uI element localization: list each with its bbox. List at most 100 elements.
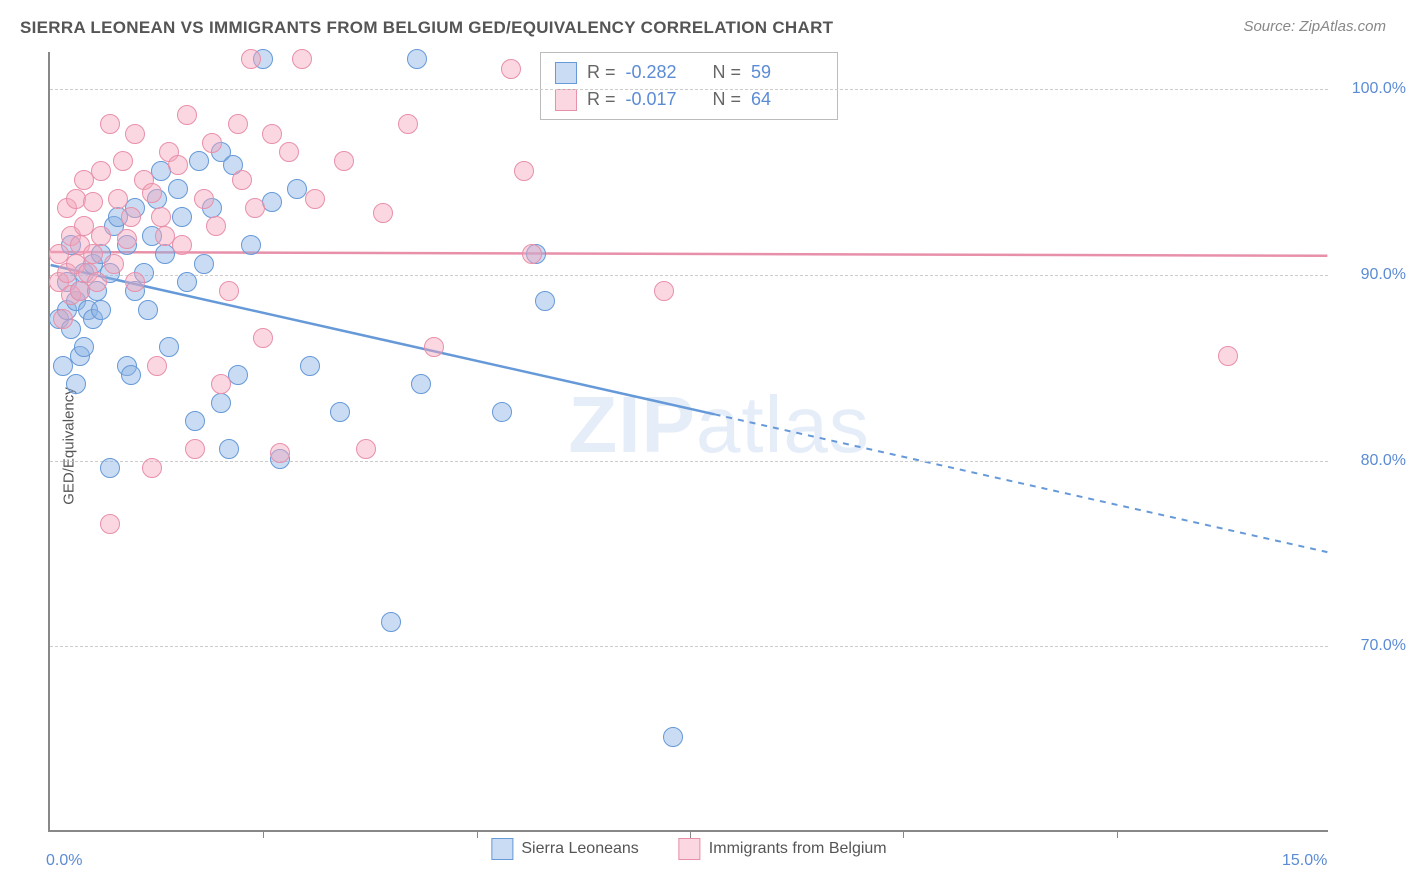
scatter-point [113, 151, 133, 171]
scatter-point [53, 309, 73, 329]
scatter-point [330, 402, 350, 422]
legend-swatch [555, 62, 577, 84]
scatter-point [492, 402, 512, 422]
scatter-point [228, 114, 248, 134]
scatter-point [91, 161, 111, 181]
scatter-point [253, 328, 273, 348]
scatter-point [121, 365, 141, 385]
scatter-point [91, 226, 111, 246]
legend-swatch [679, 838, 701, 860]
legend-label: Immigrants from Belgium [709, 840, 887, 858]
scatter-point [168, 179, 188, 199]
stats-legend: R = -0.282 N = 59R = -0.017 N = 64 [540, 52, 838, 120]
scatter-point [373, 203, 393, 223]
watermark-rest: atlas [696, 380, 870, 469]
bottom-legend-item: Immigrants from Belgium [679, 838, 887, 860]
scatter-point [147, 356, 167, 376]
scatter-point [1218, 346, 1238, 366]
scatter-point [185, 411, 205, 431]
scatter-point [151, 207, 171, 227]
ytick-label: 100.0% [1336, 80, 1406, 98]
scatter-point [168, 155, 188, 175]
scatter-point [177, 105, 197, 125]
hgrid-line [50, 275, 1328, 276]
xtick-mark [690, 830, 691, 838]
bottom-legend-item: Sierra Leoneans [491, 838, 638, 860]
scatter-point [194, 189, 214, 209]
ytick-label: 80.0% [1336, 452, 1406, 470]
stat-n-label: N = [708, 59, 742, 86]
scatter-point [522, 244, 542, 264]
scatter-point [663, 727, 683, 747]
legend-label: Sierra Leoneans [521, 840, 638, 858]
scatter-point [535, 291, 555, 311]
stat-r-value: -0.282 [626, 59, 698, 86]
hgrid-line [50, 646, 1328, 647]
xtick-mark [1117, 830, 1118, 838]
trend-line-solid [51, 265, 715, 414]
scatter-point [245, 198, 265, 218]
scatter-point [83, 244, 103, 264]
scatter-point [292, 49, 312, 69]
ytick-label: 70.0% [1336, 637, 1406, 655]
scatter-point [100, 514, 120, 534]
scatter-point [100, 458, 120, 478]
scatter-point [138, 300, 158, 320]
scatter-point [219, 281, 239, 301]
xtick-label: 15.0% [1282, 852, 1327, 870]
scatter-point [202, 133, 222, 153]
ytick-label: 90.0% [1336, 266, 1406, 284]
scatter-point [117, 229, 137, 249]
xtick-mark [477, 830, 478, 838]
scatter-point [501, 59, 521, 79]
scatter-point [356, 439, 376, 459]
scatter-point [305, 189, 325, 209]
scatter-point [241, 235, 261, 255]
legend-swatch [491, 838, 513, 860]
legend-swatch [555, 89, 577, 111]
scatter-point [232, 170, 252, 190]
trend-line-dashed [715, 414, 1328, 552]
scatter-point [194, 254, 214, 274]
hgrid-line [50, 89, 1328, 90]
scatter-point [104, 254, 124, 274]
watermark: ZIPatlas [568, 379, 869, 471]
scatter-point [211, 393, 231, 413]
scatter-point [159, 337, 179, 357]
scatter-point [241, 49, 261, 69]
scatter-point [172, 207, 192, 227]
scatter-point [262, 192, 282, 212]
scatter-point [206, 216, 226, 236]
xtick-mark [263, 830, 264, 838]
scatter-point [185, 439, 205, 459]
scatter-point [74, 337, 94, 357]
scatter-point [100, 114, 120, 134]
scatter-point [279, 142, 299, 162]
chart-title: SIERRA LEONEAN VS IMMIGRANTS FROM BELGIU… [20, 18, 833, 38]
xtick-mark [903, 830, 904, 838]
scatter-point [262, 124, 282, 144]
scatter-point [411, 374, 431, 394]
scatter-point [228, 365, 248, 385]
hgrid-line [50, 461, 1328, 462]
scatter-point [66, 374, 86, 394]
scatter-point [108, 189, 128, 209]
scatter-point [125, 124, 145, 144]
scatter-point [87, 272, 107, 292]
scatter-point [654, 281, 674, 301]
plot-area: ZIPatlas R = -0.282 N = 59R = -0.017 N =… [48, 52, 1328, 832]
bottom-legend: Sierra Leoneans Immigrants from Belgium [491, 838, 886, 860]
scatter-point [91, 300, 111, 320]
scatter-point [177, 272, 197, 292]
scatter-point [83, 192, 103, 212]
scatter-point [189, 151, 209, 171]
scatter-point [270, 443, 290, 463]
scatter-point [381, 612, 401, 632]
scatter-point [334, 151, 354, 171]
scatter-point [219, 439, 239, 459]
trend-line-solid [51, 252, 1328, 256]
scatter-point [211, 374, 231, 394]
scatter-point [300, 356, 320, 376]
watermark-bold: ZIP [568, 380, 695, 469]
scatter-point [407, 49, 427, 69]
